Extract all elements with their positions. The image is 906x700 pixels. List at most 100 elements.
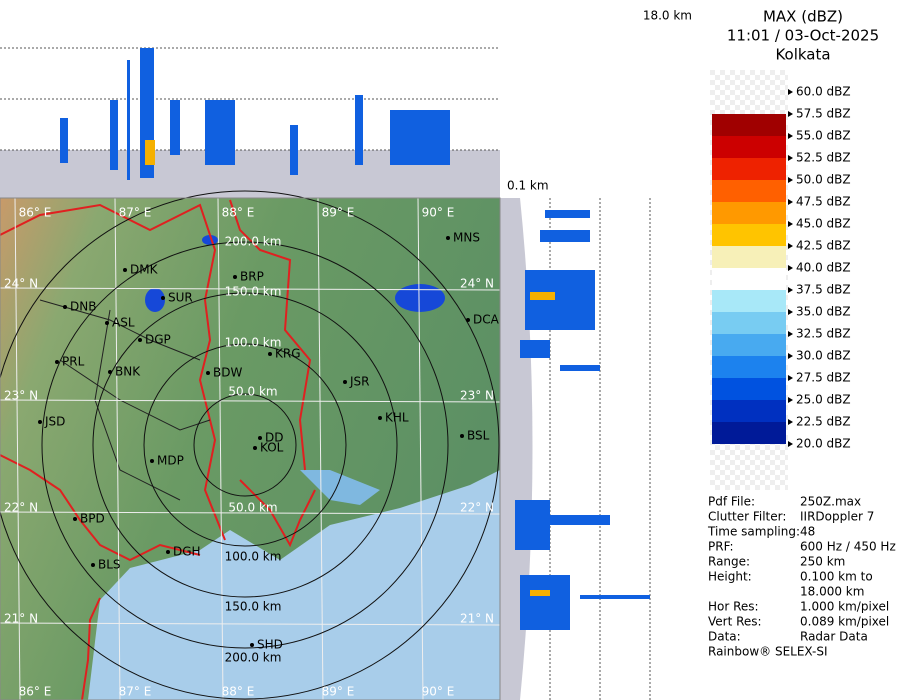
city-label: MDP [157, 454, 184, 468]
legend-tick [788, 397, 793, 403]
map [0, 190, 501, 700]
info-label: Clutter Filter: [708, 510, 786, 524]
city-label: BLS [98, 558, 121, 572]
legend-tick [788, 419, 793, 425]
info-label: PRF: [708, 540, 734, 554]
city-label: DMK [130, 263, 159, 277]
legend-tick [788, 177, 793, 183]
range-ring [143, 343, 347, 547]
city-label: BPD [80, 512, 105, 526]
city-dot [138, 338, 142, 342]
city-label: KHL [385, 411, 409, 425]
city-label: ASL [112, 316, 135, 330]
city-label: BDW [213, 366, 242, 380]
city-dot [38, 420, 42, 424]
info-value: 0.100 km to [800, 570, 873, 584]
lat-label: 23° N [4, 389, 38, 403]
legend-label: 50.0 dBZ [796, 173, 851, 187]
legend-tick [788, 309, 793, 315]
meridian [417, 197, 424, 700]
legend-tick [788, 155, 793, 161]
legend-tick [788, 331, 793, 337]
legend-label: 27.5 dBZ [796, 371, 851, 385]
lon-label: 90° E [422, 206, 455, 220]
city-label: DD [265, 431, 283, 445]
legend-swatch [712, 422, 786, 444]
legend-tick [788, 89, 793, 95]
legend-tick [788, 353, 793, 359]
legend-swatch [712, 136, 786, 158]
legend-swatch [712, 312, 786, 334]
city-dot [258, 436, 262, 440]
range-label: 200.0 km [225, 235, 282, 249]
legend-swatch [712, 224, 786, 246]
city-dot [73, 517, 77, 521]
city-dot [250, 643, 254, 647]
legend-swatch [712, 400, 786, 422]
lon-label: 87° E [119, 206, 152, 220]
meridian [14, 197, 21, 700]
city-label: SHD [257, 638, 283, 652]
city-dot [55, 360, 59, 364]
profile-bottom-height: 0.1 km [507, 179, 549, 193]
city-dot [206, 371, 210, 375]
parallel [0, 511, 501, 515]
legend-label: 40.0 dBZ [796, 261, 851, 275]
legend-label: 47.5 dBZ [796, 195, 851, 209]
city-dot [343, 380, 347, 384]
lat-label: 22° N [4, 501, 38, 515]
legend-swatch [712, 334, 786, 356]
legend-tick [788, 221, 793, 227]
legend-label: 37.5 dBZ [796, 283, 851, 297]
lon-label: 89° E [322, 206, 355, 220]
legend-swatch [712, 356, 786, 378]
city-label: MNS [453, 231, 480, 245]
legend-tick [788, 133, 793, 139]
parallel [0, 622, 501, 626]
city-dot [150, 459, 154, 463]
lon-label: 86° E [19, 685, 52, 699]
lat-label: 23° N [460, 389, 494, 403]
info-label: Range: [708, 555, 750, 569]
range-label: 200.0 km [225, 651, 282, 665]
city-label: PRL [62, 355, 85, 369]
info-value: 600 Hz / 450 Hz [800, 540, 896, 554]
legend-label: 32.5 dBZ [796, 327, 851, 341]
header-time: 11:01 / 03-Oct-2025 [727, 27, 879, 45]
info-value: Radar Data [800, 630, 868, 644]
range-ring [193, 393, 297, 497]
info-value: 1.000 km/pixel [800, 600, 889, 614]
city-dot [253, 446, 257, 450]
range-label: 100.0 km [225, 336, 282, 350]
legend-tick [788, 199, 793, 205]
legend-label: 42.5 dBZ [796, 239, 851, 253]
range-label: 100.0 km [225, 550, 282, 564]
info-label: Vert Res: [708, 615, 762, 629]
legend-swatch [712, 268, 786, 290]
legend-tick [788, 111, 793, 117]
city-dot [161, 296, 165, 300]
legend-swatch [712, 202, 786, 224]
side-profile [500, 198, 700, 700]
info-value: 250 km [800, 555, 845, 569]
city-dot [166, 550, 170, 554]
legend-tick [788, 375, 793, 381]
city-dot [105, 321, 109, 325]
city-dot [268, 352, 272, 356]
legend-tick [788, 441, 793, 447]
info-label: Data: [708, 630, 741, 644]
city-dot [123, 268, 127, 272]
meridian [317, 197, 324, 700]
legend-label: 45.0 dBZ [796, 217, 851, 231]
city-dot [108, 370, 112, 374]
lon-label: 89° E [322, 685, 355, 699]
city-dot [233, 275, 237, 279]
city-label: DCA [473, 313, 500, 327]
range-label: 150.0 km [225, 600, 282, 614]
city-dot [378, 416, 382, 420]
legend-swatch [712, 114, 786, 136]
info-label: Hor Res: [708, 600, 759, 614]
info-value: 18.000 km [800, 585, 864, 599]
info-label: Pdf File: [708, 495, 755, 509]
